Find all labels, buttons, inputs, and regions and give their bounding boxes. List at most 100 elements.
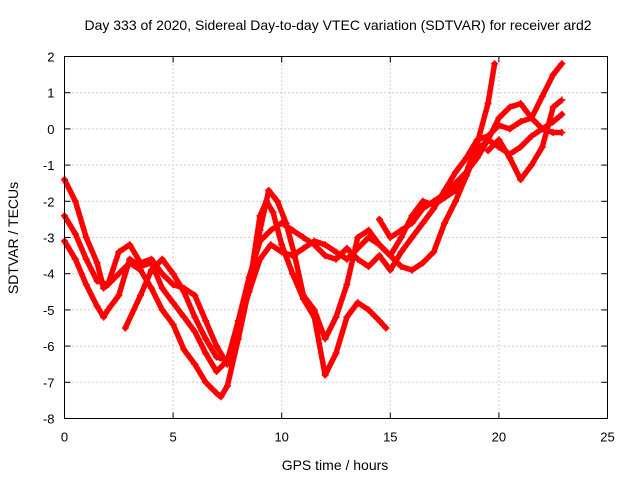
data-point <box>321 335 329 343</box>
data-point <box>169 281 177 289</box>
series-sat-e <box>376 60 565 241</box>
data-point <box>343 313 351 321</box>
data-point <box>517 176 525 184</box>
y-tick-label: 0 <box>47 122 54 137</box>
data-point <box>147 259 155 267</box>
data-point <box>158 306 166 314</box>
data-point <box>169 320 177 328</box>
data-point <box>451 179 459 187</box>
data-point <box>147 266 155 274</box>
data-point <box>397 248 405 256</box>
data-point <box>430 248 438 256</box>
data-point <box>462 154 470 162</box>
data-point <box>71 230 79 238</box>
x-tick-label: 25 <box>600 430 614 445</box>
data-point <box>82 255 90 263</box>
data-point <box>137 291 145 299</box>
y-tick-label: -5 <box>43 303 55 318</box>
data-point <box>365 262 373 270</box>
data-point <box>256 255 264 263</box>
data-point <box>104 281 112 289</box>
data-point <box>289 226 297 234</box>
data-point <box>473 136 481 144</box>
data-point <box>538 92 546 100</box>
data-point <box>278 248 286 256</box>
data-point <box>451 197 459 205</box>
chart-title: Day 333 of 2020, Sidereal Day-to-day VTE… <box>84 17 591 33</box>
data-point <box>213 353 221 361</box>
data-point <box>527 132 535 140</box>
data-point <box>558 60 566 68</box>
x-tick-label: 15 <box>383 430 397 445</box>
data-point <box>310 306 318 314</box>
data-point <box>223 382 231 390</box>
data-point <box>202 378 210 386</box>
data-point <box>278 241 286 249</box>
data-point <box>484 136 492 144</box>
y-tick-label: 2 <box>47 50 54 65</box>
data-point <box>267 241 275 249</box>
data-point <box>382 324 390 332</box>
data-point <box>484 100 492 108</box>
data-point <box>419 259 427 267</box>
x-tick-label: 0 <box>61 430 68 445</box>
series-sat-f <box>485 97 565 183</box>
data-point <box>147 284 155 292</box>
data-point <box>495 114 503 122</box>
x-axis-label: GPS time / hours <box>282 457 389 473</box>
data-point <box>462 168 470 176</box>
data-point <box>441 190 449 198</box>
data-point <box>126 241 134 249</box>
data-point <box>354 234 362 241</box>
data-point <box>386 252 394 260</box>
data-point <box>491 60 499 68</box>
y-tick-label: -2 <box>43 194 55 209</box>
data-point <box>517 143 525 151</box>
data-point <box>121 324 129 332</box>
axis-ticks <box>64 56 608 419</box>
data-point <box>191 313 199 321</box>
data-point <box>558 96 566 104</box>
data-point <box>365 234 373 241</box>
data-point <box>234 324 242 332</box>
data-point <box>202 335 210 343</box>
data-point <box>223 357 231 365</box>
data-point <box>386 266 394 274</box>
data-point <box>267 226 275 234</box>
data-point <box>473 154 481 162</box>
data-point <box>169 299 177 307</box>
x-tick-label: 5 <box>169 430 176 445</box>
data-point <box>137 262 145 270</box>
data-point <box>549 129 557 137</box>
data-point <box>180 313 188 321</box>
data-point <box>71 255 79 263</box>
data-point <box>332 248 340 256</box>
data-point <box>419 219 427 227</box>
data-point <box>169 270 177 278</box>
x-tick-label: 10 <box>274 430 288 445</box>
data-point <box>365 226 373 234</box>
data-point <box>126 255 134 263</box>
data-point <box>506 103 514 111</box>
data-point <box>191 328 199 336</box>
data-point <box>213 389 221 397</box>
data-point <box>408 234 416 241</box>
data-series-group <box>61 60 566 401</box>
data-point <box>517 100 525 108</box>
data-point <box>419 205 427 213</box>
data-point <box>430 205 438 213</box>
data-point <box>549 71 557 79</box>
data-point <box>115 270 123 278</box>
data-point <box>321 371 329 379</box>
data-point <box>158 284 166 292</box>
data-point <box>506 154 514 162</box>
data-point <box>115 248 123 256</box>
data-point <box>299 244 307 252</box>
data-point <box>256 226 264 234</box>
data-point <box>299 234 307 241</box>
data-point <box>278 219 286 227</box>
data-point <box>343 255 351 263</box>
data-point <box>397 262 405 270</box>
